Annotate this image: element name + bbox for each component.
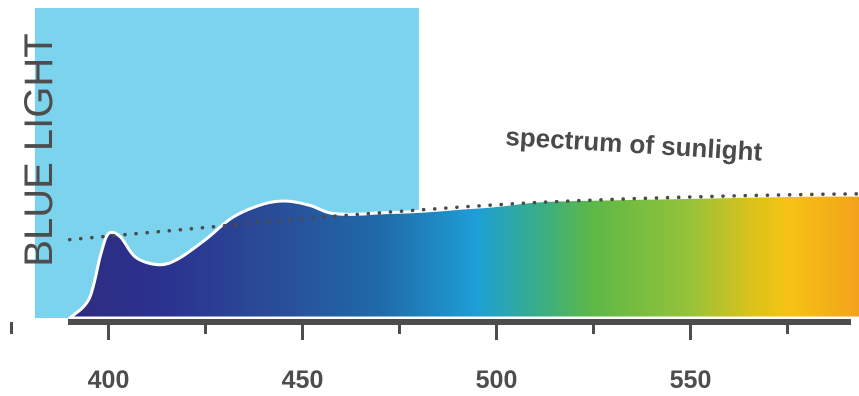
- blue-light-label: BLUE LIGHT: [17, 33, 61, 266]
- sunlight-spectrum-label: spectrum of sunlight: [505, 121, 764, 167]
- x-axis: 400450500550600650700750: [10, 319, 851, 394]
- x-tick-label: 500: [476, 366, 518, 394]
- x-tick-label: 450: [282, 366, 324, 394]
- sunlight-spectrum-dotted-line: [67, 192, 859, 242]
- x-tick-label: 550: [670, 366, 712, 394]
- visible-spectrum-area: [68, 193, 859, 320]
- x-tick-label: 400: [88, 366, 130, 394]
